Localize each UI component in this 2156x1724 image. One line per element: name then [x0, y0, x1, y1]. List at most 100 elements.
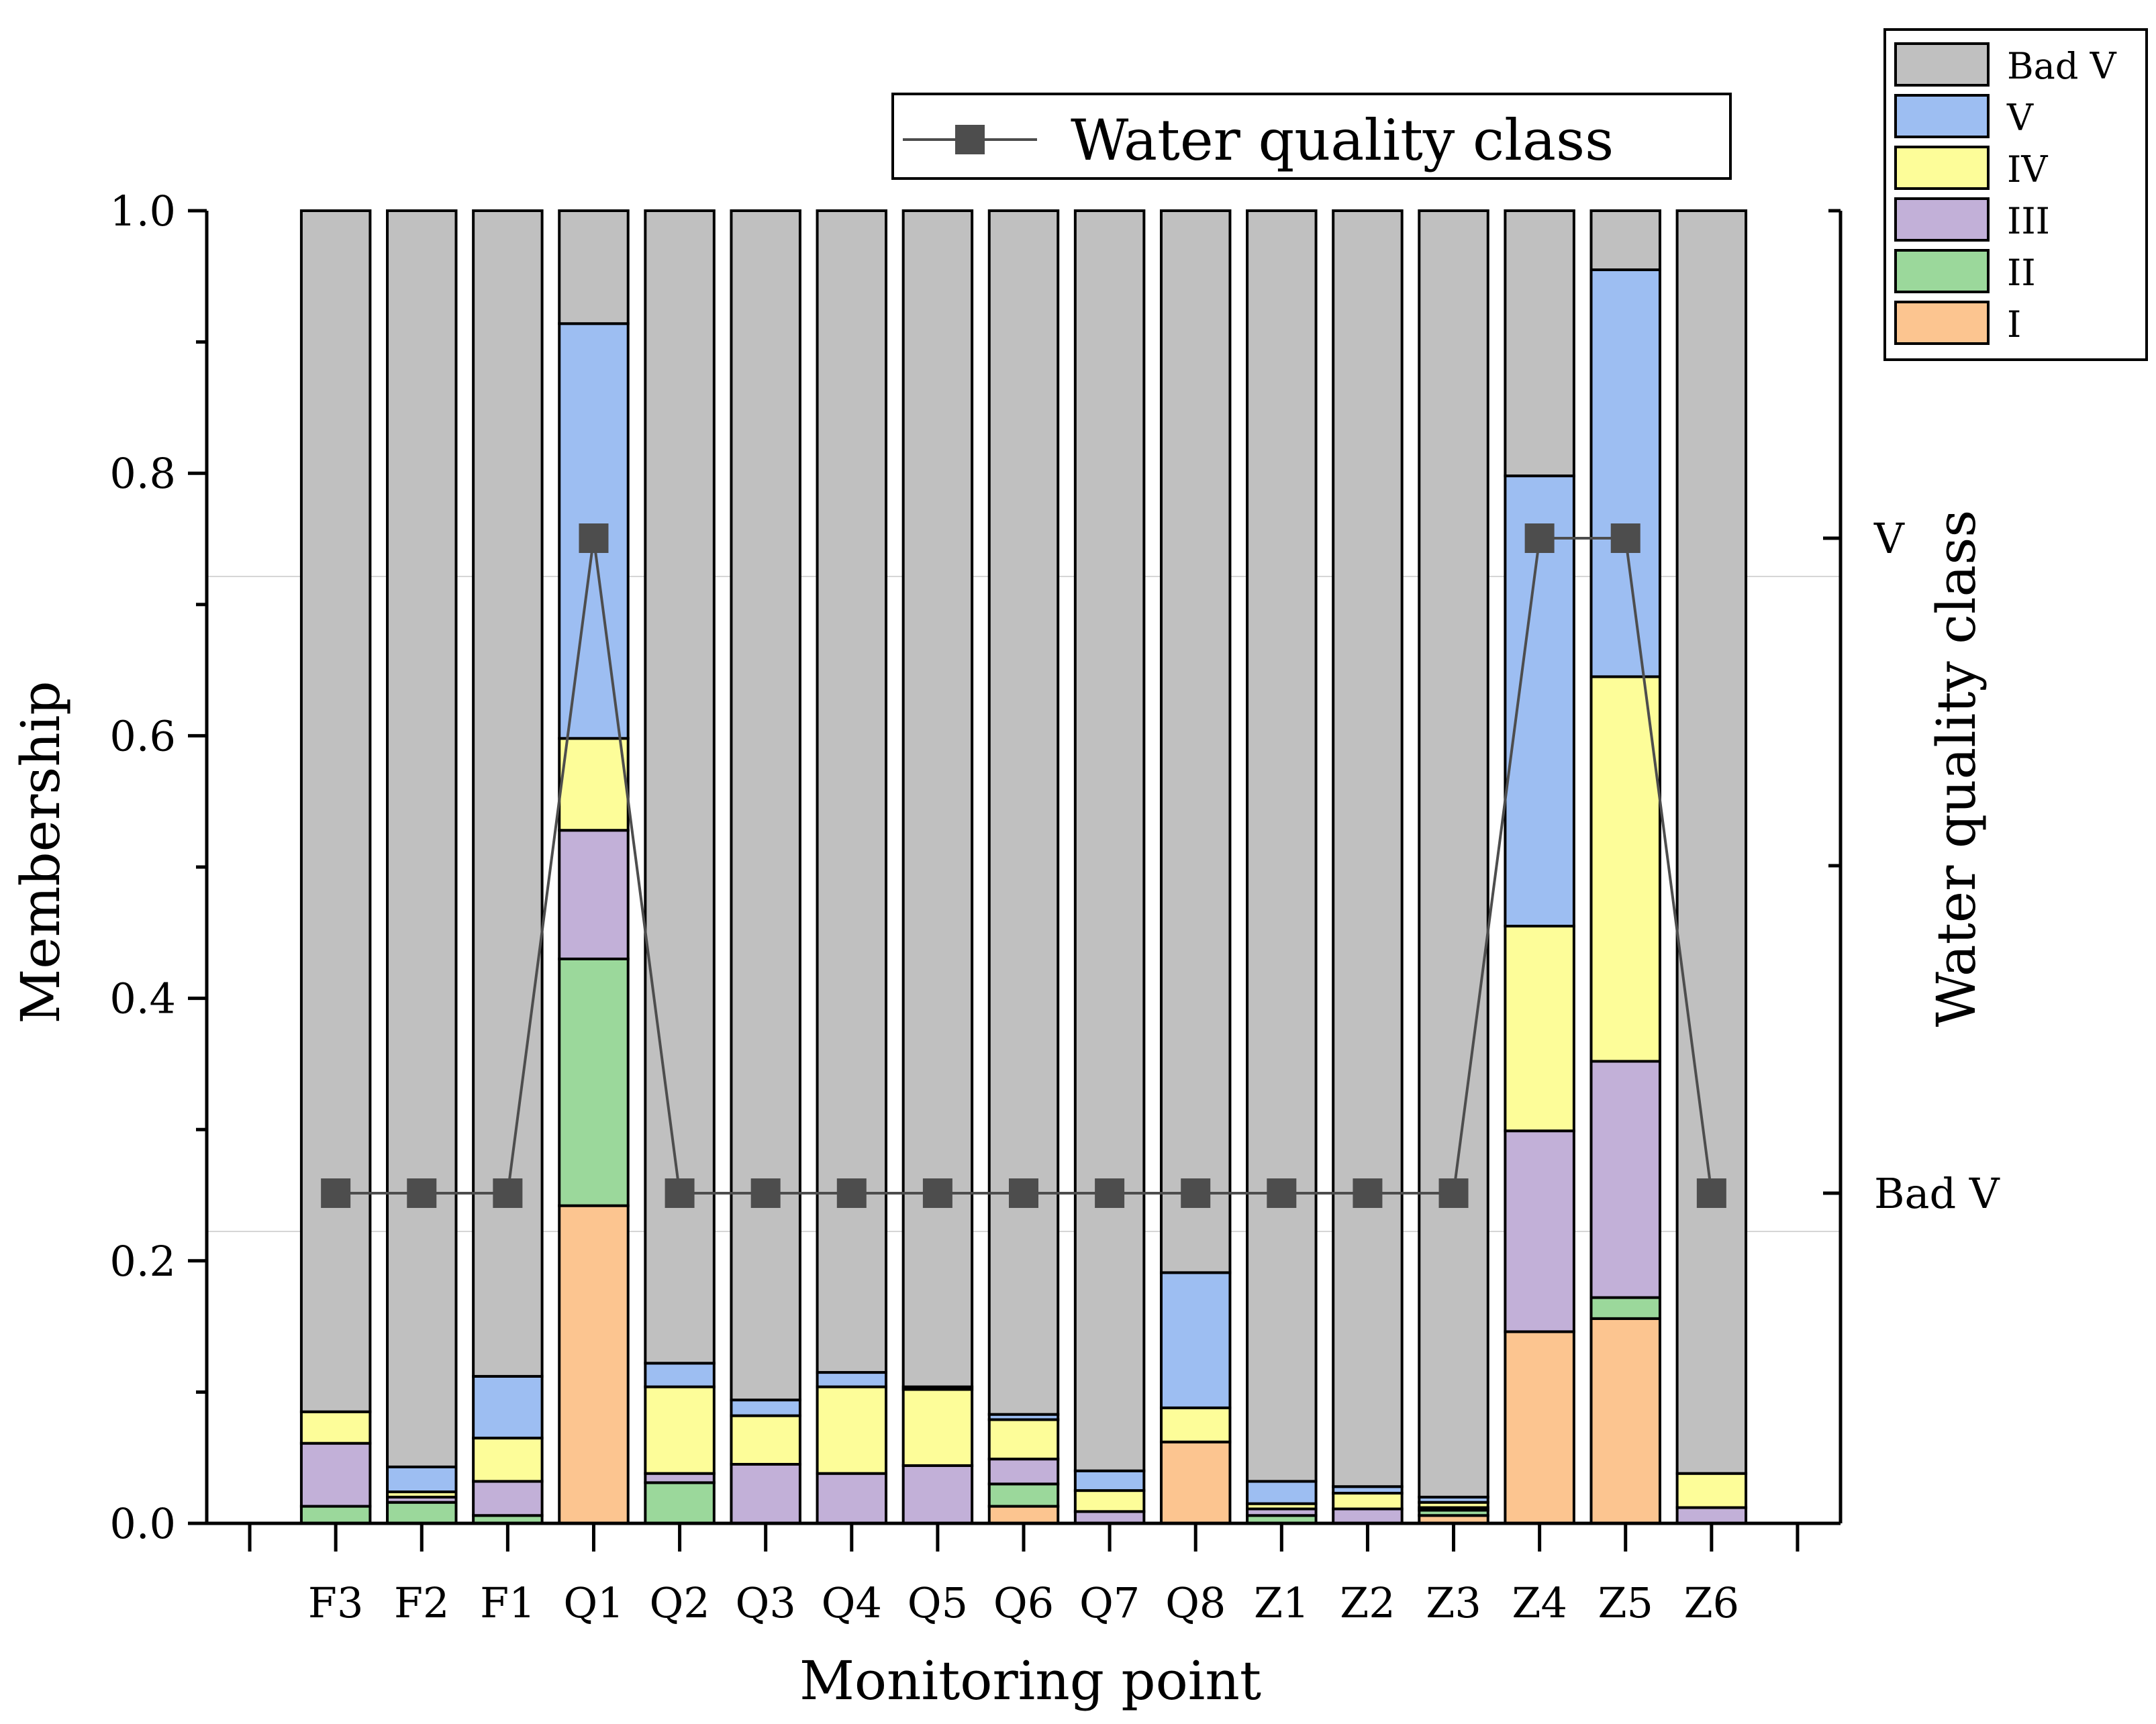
bar-segment: [730, 1462, 801, 1525]
bar-segment: [730, 1399, 801, 1417]
bar-segment: [644, 1385, 716, 1475]
axes: 0.0 0.2 0.4 0.6 0.8 1.0 F3 F2 F1 Q1 Q2 Q3 Q4 Q5 Q6 Q7 Q8…: [109, 187, 2000, 1627]
bar-segment: [644, 1362, 716, 1388]
bar-segment: [1159, 1406, 1232, 1443]
bar-segment: [1589, 1296, 1661, 1320]
quality-class-marker-q2: [665, 1178, 695, 1208]
bar-segment: [1332, 1492, 1404, 1511]
bar-segment: [472, 1480, 544, 1517]
bar-segment: [299, 209, 372, 1413]
bar-stack-q1: [558, 209, 630, 1525]
bar-stack-q7: [1073, 209, 1146, 1525]
x-tick-label: Q7: [1079, 1578, 1140, 1627]
bar-segment: [1159, 1440, 1232, 1525]
bar-segment: [1504, 925, 1575, 1133]
quality-class-marker-z6: [1696, 1178, 1726, 1208]
bar-segment: [816, 1385, 888, 1475]
stacked-bars: [299, 209, 1748, 1525]
y-tick-label: 0.6: [109, 711, 176, 760]
bar-stack-q6: [987, 209, 1060, 1525]
bar-segment: [987, 1482, 1060, 1508]
bar-segment: [299, 1505, 372, 1525]
bar-stack-z5: [1589, 209, 1661, 1525]
legend-swatch: [1894, 94, 1990, 138]
quality-class-marker-f2: [407, 1178, 437, 1208]
bar-stack-q8: [1159, 209, 1232, 1525]
bar-segment: [901, 209, 974, 1388]
legend-label: V: [2006, 97, 2034, 139]
x-tick-label: Q5: [908, 1578, 968, 1627]
bar-stack-q4: [816, 209, 888, 1525]
bar-stack-f3: [299, 209, 372, 1525]
bar-segment: [472, 1436, 544, 1483]
legend-label: IV: [2007, 148, 2048, 191]
bar-segment: [1332, 209, 1404, 1488]
quality-class-marker-f3: [321, 1178, 351, 1208]
bar-segment: [1675, 209, 1748, 1475]
legend-swatch: [1894, 301, 1990, 345]
x-tick-label: Z2: [1340, 1578, 1395, 1627]
bar-segment: [1159, 209, 1232, 1274]
quality-class-marker-f1: [493, 1178, 523, 1208]
x-tick-label: Q1: [563, 1578, 624, 1627]
right-axis-title: Water quality class: [1925, 510, 1988, 1027]
y-tick-label: 0.0: [109, 1499, 176, 1548]
bar-segment: [1073, 1510, 1146, 1525]
bar-segment: [1159, 1271, 1232, 1409]
legend-swatch: [1894, 146, 1990, 190]
bar-stack-z3: [1418, 209, 1489, 1525]
quality-class-line: [321, 523, 1726, 1208]
quality-class-marker-q1: [579, 523, 609, 553]
bar-stack-q3: [730, 209, 801, 1525]
line-legend: Water quality class: [891, 93, 1732, 180]
bar-segment: [987, 1458, 1060, 1486]
quality-class-marker-z4: [1524, 523, 1555, 553]
quality-class-marker-q6: [1009, 1178, 1038, 1208]
bar-stack-q2: [644, 209, 716, 1525]
bar-segment: [386, 1465, 458, 1494]
x-tick-label: F1: [480, 1578, 535, 1627]
bar-segment: [901, 1388, 974, 1467]
legend-swatch: [1894, 42, 1990, 87]
x-tick-label: Q4: [822, 1578, 882, 1627]
bar-segment: [1589, 675, 1661, 1063]
y-axis-title: Membership: [9, 680, 72, 1023]
bar-segment: [472, 1374, 544, 1439]
x-tick-label: Q3: [736, 1578, 796, 1627]
legend-swatch: [1894, 249, 1990, 293]
bar-segment: [1504, 1330, 1575, 1525]
legend-label: I: [2007, 303, 2021, 346]
bar-segment: [644, 1481, 716, 1525]
quality-class-marker-q5: [922, 1178, 952, 1208]
bar-segment: [558, 209, 630, 325]
bar-segment: [1073, 1469, 1146, 1492]
bar-segment: [1675, 1472, 1748, 1509]
x-tick-label: Z1: [1254, 1578, 1310, 1627]
line-legend-marker: [955, 125, 985, 154]
bar-segment: [644, 1472, 716, 1484]
bar-stack-q5: [901, 209, 974, 1525]
bar-segment: [1246, 1480, 1318, 1505]
x-tick-label: Q6: [993, 1578, 1054, 1627]
bar-segment: [558, 737, 630, 832]
bar-segment: [816, 1472, 888, 1525]
quality-class-marker-q7: [1095, 1178, 1125, 1208]
bar-segment: [558, 1204, 630, 1525]
quality-class-marker-q3: [750, 1178, 781, 1208]
bar-segment: [1418, 209, 1489, 1499]
bar-segment: [730, 1414, 801, 1466]
bar-stack-z1: [1246, 209, 1318, 1525]
quality-class-marker-q8: [1181, 1178, 1211, 1208]
bar-segment: [558, 957, 630, 1207]
right-tick-label: Bad V: [1874, 1169, 2000, 1218]
quality-class-marker-z1: [1267, 1178, 1297, 1208]
bar-segment: [558, 829, 630, 960]
bar-segment: [816, 1371, 888, 1388]
bar-segment: [299, 1410, 372, 1445]
y-tick-label: 0.8: [109, 449, 176, 498]
bar-stack-f2: [386, 209, 458, 1525]
bar-segment: [1589, 209, 1661, 272]
legend-label: III: [2007, 200, 2050, 242]
